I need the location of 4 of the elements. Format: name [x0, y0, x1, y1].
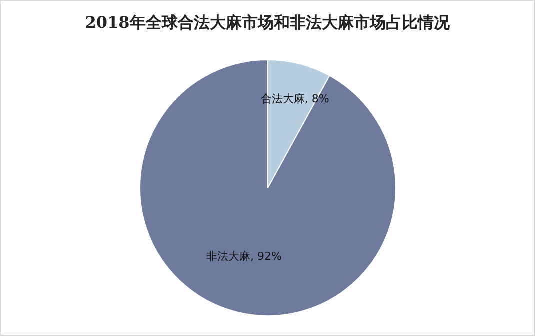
data-label: , 92%: [250, 250, 282, 264]
pie-slice: [140, 60, 396, 316]
chart-title: 2018年全球合法大麻市场和非法大麻市场占比情况: [85, 13, 451, 32]
slice-label: 非法大麻: [206, 250, 250, 264]
